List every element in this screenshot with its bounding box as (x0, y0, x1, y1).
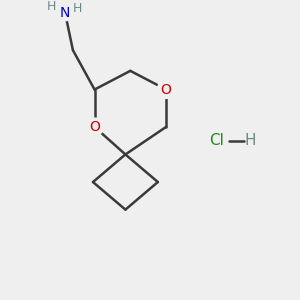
Text: H: H (244, 133, 256, 148)
Text: Cl: Cl (209, 133, 224, 148)
Circle shape (57, 5, 73, 21)
Text: H: H (46, 0, 56, 14)
Text: O: O (161, 82, 172, 97)
Circle shape (157, 81, 175, 98)
Circle shape (71, 2, 85, 16)
Circle shape (86, 118, 104, 136)
Text: N: N (60, 6, 70, 20)
Circle shape (44, 0, 58, 14)
Text: H: H (73, 2, 83, 15)
Text: O: O (89, 120, 100, 134)
